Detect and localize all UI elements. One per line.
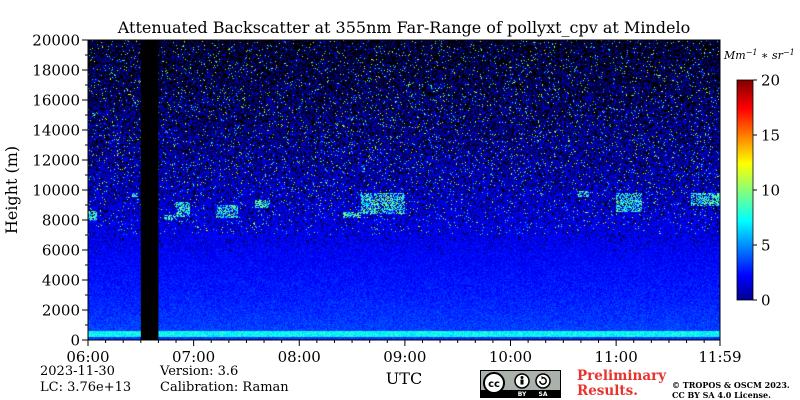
colorbar-ticks: 0 5 10 15 20 [753,72,780,310]
processing-version: Version: 3.6 [160,364,239,379]
colorbar-unit-label: Mm−1 ∗ sr−1 [723,48,795,63]
chart-title: Attenuated Backscatter at 355nm Far-Rang… [117,18,690,37]
x-tick-label: 09:00 [383,348,426,366]
no-data-layer [140,40,159,340]
y-tick-label: 8000 [42,212,80,230]
preliminary-line-2: Results. [577,383,638,399]
cc-by-sa-badge: cc BY SA [480,370,561,398]
colorbar-tick-label: 10 [761,182,780,200]
y-tick-label: 6000 [42,242,80,260]
colorbar-tick-label: 20 [761,72,780,90]
x-tick-label: 10:00 [489,348,532,366]
colorbar-tick-label: 0 [761,292,771,310]
x-tick-label: 11:00 [595,348,638,366]
copyright-line-1: © TROPOS & OSCM 2023. [672,380,790,390]
y-axis: 0 2000 4000 6000 8000 10000 12000 14000 16000 180… [32,32,88,350]
calibration-method: Calibration: Raman [160,380,289,395]
y-tick-label: 16000 [32,92,80,110]
preliminary-line-1: Preliminary [577,368,667,384]
creative-commons-icon: cc [483,372,505,394]
y-tick-label: 12000 [32,152,80,170]
y-tick-label: 10000 [32,182,80,200]
colorbar-tick-label: 5 [761,237,771,255]
svg-text:BY: BY [518,391,527,397]
y-tick-label: 2000 [42,302,80,320]
x-tick-label: 06:00 [66,348,109,366]
svg-text:SA: SA [539,391,548,397]
colorbar-tick-label: 15 [761,127,780,145]
y-tick-label: 18000 [32,62,80,80]
copyright-notice: © TROPOS & OSCM 2023. CC BY SA 4.0 Licen… [672,380,790,400]
preliminary-notice: Preliminary Results. [577,369,666,399]
heatmap-image [88,40,720,340]
y-tick-label: 4000 [42,272,80,290]
x-axis-label: UTC [386,369,422,388]
x-tick-label: 08:00 [278,348,321,366]
colorbar: 0 5 10 15 20 Mm−1 ∗ sr−1 [723,48,795,310]
no-data-band-0 [140,40,159,340]
y-axis-label: Height (m) [2,146,21,234]
y-tick-label: 14000 [32,122,80,140]
svg-text:cc: cc [488,379,500,390]
attribution-icon [514,373,530,389]
copyright-line-2: CC BY SA 4.0 License. [672,390,771,400]
heatmap-plot [88,40,720,340]
y-tick-label: 20000 [32,32,80,50]
x-axis: 06:00 07:00 08:00 09:00 10:00 11:00 11:59 [66,340,742,366]
y-tick-label: 0 [70,332,80,350]
lidar-constant: LC: 3.76e+13 [40,380,132,395]
measurement-date: 2023-11-30 [40,364,115,379]
x-tick-label: 11:59 [698,348,741,366]
share-alike-icon [535,373,551,389]
x-tick-label: 07:00 [172,348,215,366]
colorbar-gradient [736,79,754,301]
